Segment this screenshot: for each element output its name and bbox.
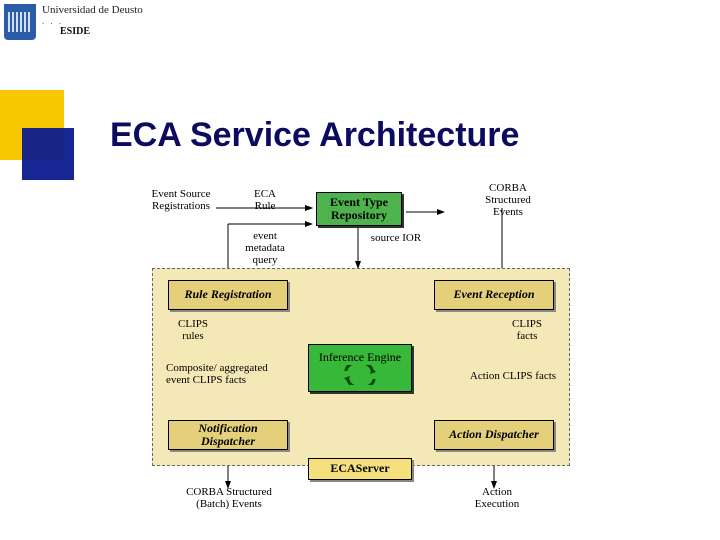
- label-source-ior: source IOR: [364, 232, 428, 244]
- box-action-dispatcher: Action Dispatcher: [434, 420, 554, 450]
- architecture-diagram: Event Source Registrations ECA Rule CORB…: [152, 188, 572, 508]
- inference-label: Inference Engine: [319, 351, 401, 364]
- box-inference-engine: Inference Engine: [308, 344, 412, 392]
- university-name: Universidad de Deusto: [42, 4, 143, 16]
- recycle-arrows-icon: [340, 365, 380, 385]
- label-event-source-reg: Event Source Registrations: [150, 188, 212, 212]
- label-clips-facts: CLIPS facts: [502, 318, 552, 342]
- label-action-clips: Action CLIPS facts: [468, 370, 558, 382]
- slide-header: Universidad de Deusto . . . ESIDE: [4, 4, 143, 40]
- label-composite: Composite/ aggregated event CLIPS facts: [166, 362, 276, 386]
- box-rule-registration: Rule Registration: [168, 280, 288, 310]
- header-text: Universidad de Deusto . . . ESIDE: [42, 4, 143, 37]
- eside-label: ESIDE: [60, 26, 143, 37]
- label-corba-in: CORBA Structured Events: [472, 182, 544, 218]
- university-logo-icon: [4, 4, 36, 40]
- label-corba-out: CORBA Structured (Batch) Events: [184, 486, 274, 510]
- label-meta-query: event metadata query: [238, 230, 292, 266]
- university-subline: . . .: [42, 16, 143, 26]
- label-clips-rules: CLIPS rules: [168, 318, 218, 342]
- slide-title: ECA Service Architecture: [110, 116, 519, 155]
- label-action-exec: Action Execution: [462, 486, 532, 510]
- box-notification-dispatcher: Notification Dispatcher: [168, 420, 288, 450]
- box-ecaserver-label: ECAServer: [308, 458, 412, 480]
- decor-blue-block: [22, 128, 74, 180]
- box-event-type-repository: Event Type Repository: [316, 192, 402, 226]
- label-eca-rule: ECA Rule: [248, 188, 282, 212]
- box-event-reception: Event Reception: [434, 280, 554, 310]
